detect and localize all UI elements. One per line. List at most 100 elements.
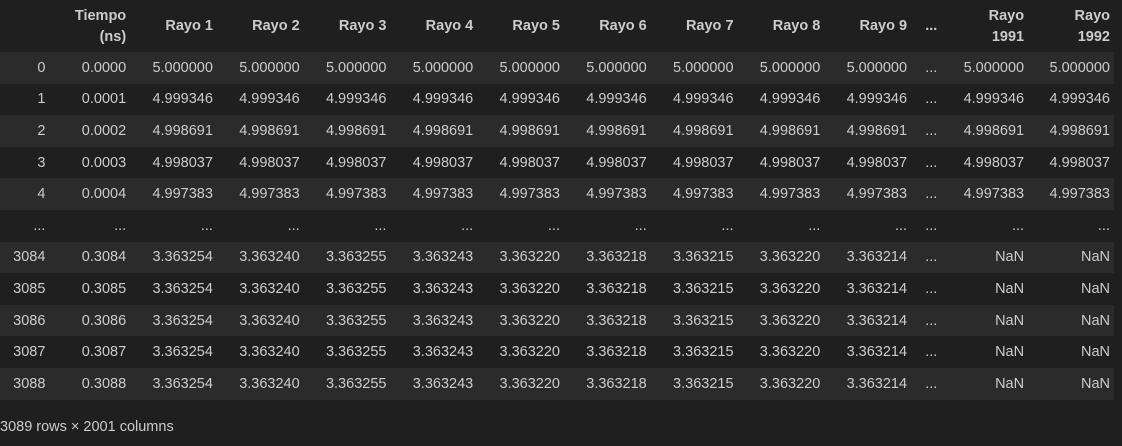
table-cell: 4.999346 <box>1049 91 1110 108</box>
table-cell: 0.0002 <box>81 122 127 139</box>
table-cell: ... <box>925 154 938 171</box>
table-cell: 3.363218 <box>586 344 647 361</box>
table-cell: 5.000000 <box>846 59 908 76</box>
table-cell: 4.997383 <box>499 186 560 203</box>
table-cell: 3.363220 <box>499 344 560 361</box>
table-row: 0 0.0000 5.000000 5.000000 5.000000 5.000000 5… <box>0 52 1114 84</box>
table-cell: ... <box>200 217 213 234</box>
table-cell: NaN <box>995 280 1025 297</box>
table-cell: 4.997383 <box>846 186 908 203</box>
table-cell: 3.363240 <box>239 249 300 266</box>
table-cell: 5.000000 <box>759 59 821 76</box>
table-cell: ... <box>925 186 938 203</box>
table-body: 0 0.0000 5.000000 5.000000 5.000000 5.000000 5… <box>0 52 1114 400</box>
table-cell: 4.998037 <box>325 154 387 171</box>
table-cell: 4.999346 <box>152 91 213 108</box>
column-header: Tiempo (ns) <box>74 7 127 45</box>
table-cell: 5.000000 <box>1049 59 1110 76</box>
table-cell: 3.363214 <box>846 375 908 392</box>
table-cell: 5.000000 <box>239 59 300 76</box>
table-cell: 4.997383 <box>325 186 387 203</box>
table-cell: 3.363255 <box>325 280 387 297</box>
table-cell: ... <box>925 249 938 266</box>
row-index-cell: 0 <box>37 59 46 76</box>
table-cell: 4.998691 <box>1049 122 1110 139</box>
row-index-cell: 3087 <box>13 344 46 361</box>
table-cell: 0.0001 <box>81 91 127 108</box>
row-index-cell: 3088 <box>13 375 46 392</box>
table-cell: 3.363243 <box>412 249 474 266</box>
table-cell: 3.363218 <box>586 312 647 329</box>
row-index-cell: 3085 <box>13 280 46 297</box>
table-cell: 3.363243 <box>412 312 474 329</box>
table-cell: 4.997383 <box>673 186 734 203</box>
table-cell: ... <box>925 280 938 297</box>
table-cell: 0.3086 <box>81 312 127 329</box>
table-cell: ... <box>925 122 938 139</box>
table-row: 3085 0.3085 3.363254 3.363240 3.363255 3.3632… <box>0 273 1114 305</box>
table-cell: NaN <box>995 344 1025 361</box>
table-cell: 3.363255 <box>325 312 387 329</box>
column-header: Rayo 2 <box>252 18 300 34</box>
table-cell: NaN <box>1080 280 1110 297</box>
table-cell: 4.998691 <box>673 122 734 139</box>
table-row: 3 0.0003 4.998037 4.998037 4.998037 4.998037 4… <box>0 146 1114 179</box>
table-cell: 4.998691 <box>325 122 387 139</box>
table-cell: 4.998691 <box>586 122 647 139</box>
column-header: Rayo 5 <box>512 18 560 34</box>
table-cell: 4.999346 <box>846 91 908 108</box>
table-cell: 4.997383 <box>963 186 1025 203</box>
table-cell: 3.363255 <box>325 249 387 266</box>
table-cell: 0.0000 <box>81 59 127 76</box>
table-row: 3088 0.3088 3.363254 3.363240 3.363255 3.3632… <box>0 367 1114 400</box>
table-row: 3086 0.3086 3.363254 3.363240 3.363255 3.3632… <box>0 304 1114 337</box>
table-cell: 4.998037 <box>412 154 474 171</box>
row-index-cell: 2 <box>37 122 46 139</box>
table-cell: 0.0004 <box>81 186 127 203</box>
table-cell: 3.363220 <box>499 249 560 266</box>
table-cell: 4.998037 <box>239 154 300 171</box>
table-cell: ... <box>547 217 560 234</box>
column-header: Rayo 1991 <box>988 7 1025 45</box>
column-header: ... <box>925 18 938 34</box>
table-cell: ... <box>114 217 127 234</box>
table-cell: 3.363218 <box>586 280 647 297</box>
table-cell: 4.997383 <box>1049 186 1110 203</box>
table-cell: ... <box>925 312 938 329</box>
table-cell: 4.999346 <box>239 91 300 108</box>
column-header: Rayo 4 <box>425 18 474 34</box>
table-cell: 4.998037 <box>759 154 821 171</box>
table-cell: 3.363215 <box>673 344 734 361</box>
table-cell: 3.363220 <box>759 280 821 297</box>
table-cell: 4.998691 <box>499 122 560 139</box>
table-cell: ... <box>287 217 300 234</box>
table-cell: 4.998037 <box>499 154 560 171</box>
index-header <box>0 0 49 52</box>
table-cell: 4.997383 <box>586 186 647 203</box>
table-cell: 4.997383 <box>239 186 300 203</box>
table-cell: ... <box>894 217 908 234</box>
table-cell: ... <box>374 217 387 234</box>
table-cell: 4.998037 <box>673 154 734 171</box>
row-index-cell: 3 <box>37 154 46 171</box>
table-cell: 4.998037 <box>152 154 213 171</box>
table-cell: 3.363254 <box>152 344 213 361</box>
table-cell: 4.999346 <box>673 91 734 108</box>
table-cell: 4.998037 <box>846 154 908 171</box>
table-cell: 4.997383 <box>759 186 821 203</box>
table-cell: 0.3085 <box>81 280 127 297</box>
table-cell: 3.363220 <box>759 344 821 361</box>
table-cell: 3.363220 <box>499 280 560 297</box>
column-header: Rayo 1 <box>165 18 213 34</box>
table-cell: ... <box>925 91 938 108</box>
table-cell: 0.3084 <box>81 249 127 266</box>
table-cell: NaN <box>1080 344 1110 361</box>
table-cell: ... <box>925 344 938 361</box>
table-row: 3087 0.3087 3.363254 3.363240 3.363255 3.3632… <box>0 336 1114 368</box>
table-cell: ... <box>1011 217 1025 234</box>
table-cell: 5.000000 <box>152 59 213 76</box>
table-cell: 0.0003 <box>81 154 127 171</box>
table-cell: 5.000000 <box>586 59 647 76</box>
table-cell: 4.999346 <box>963 91 1025 108</box>
row-index-cell: 3086 <box>13 312 46 329</box>
